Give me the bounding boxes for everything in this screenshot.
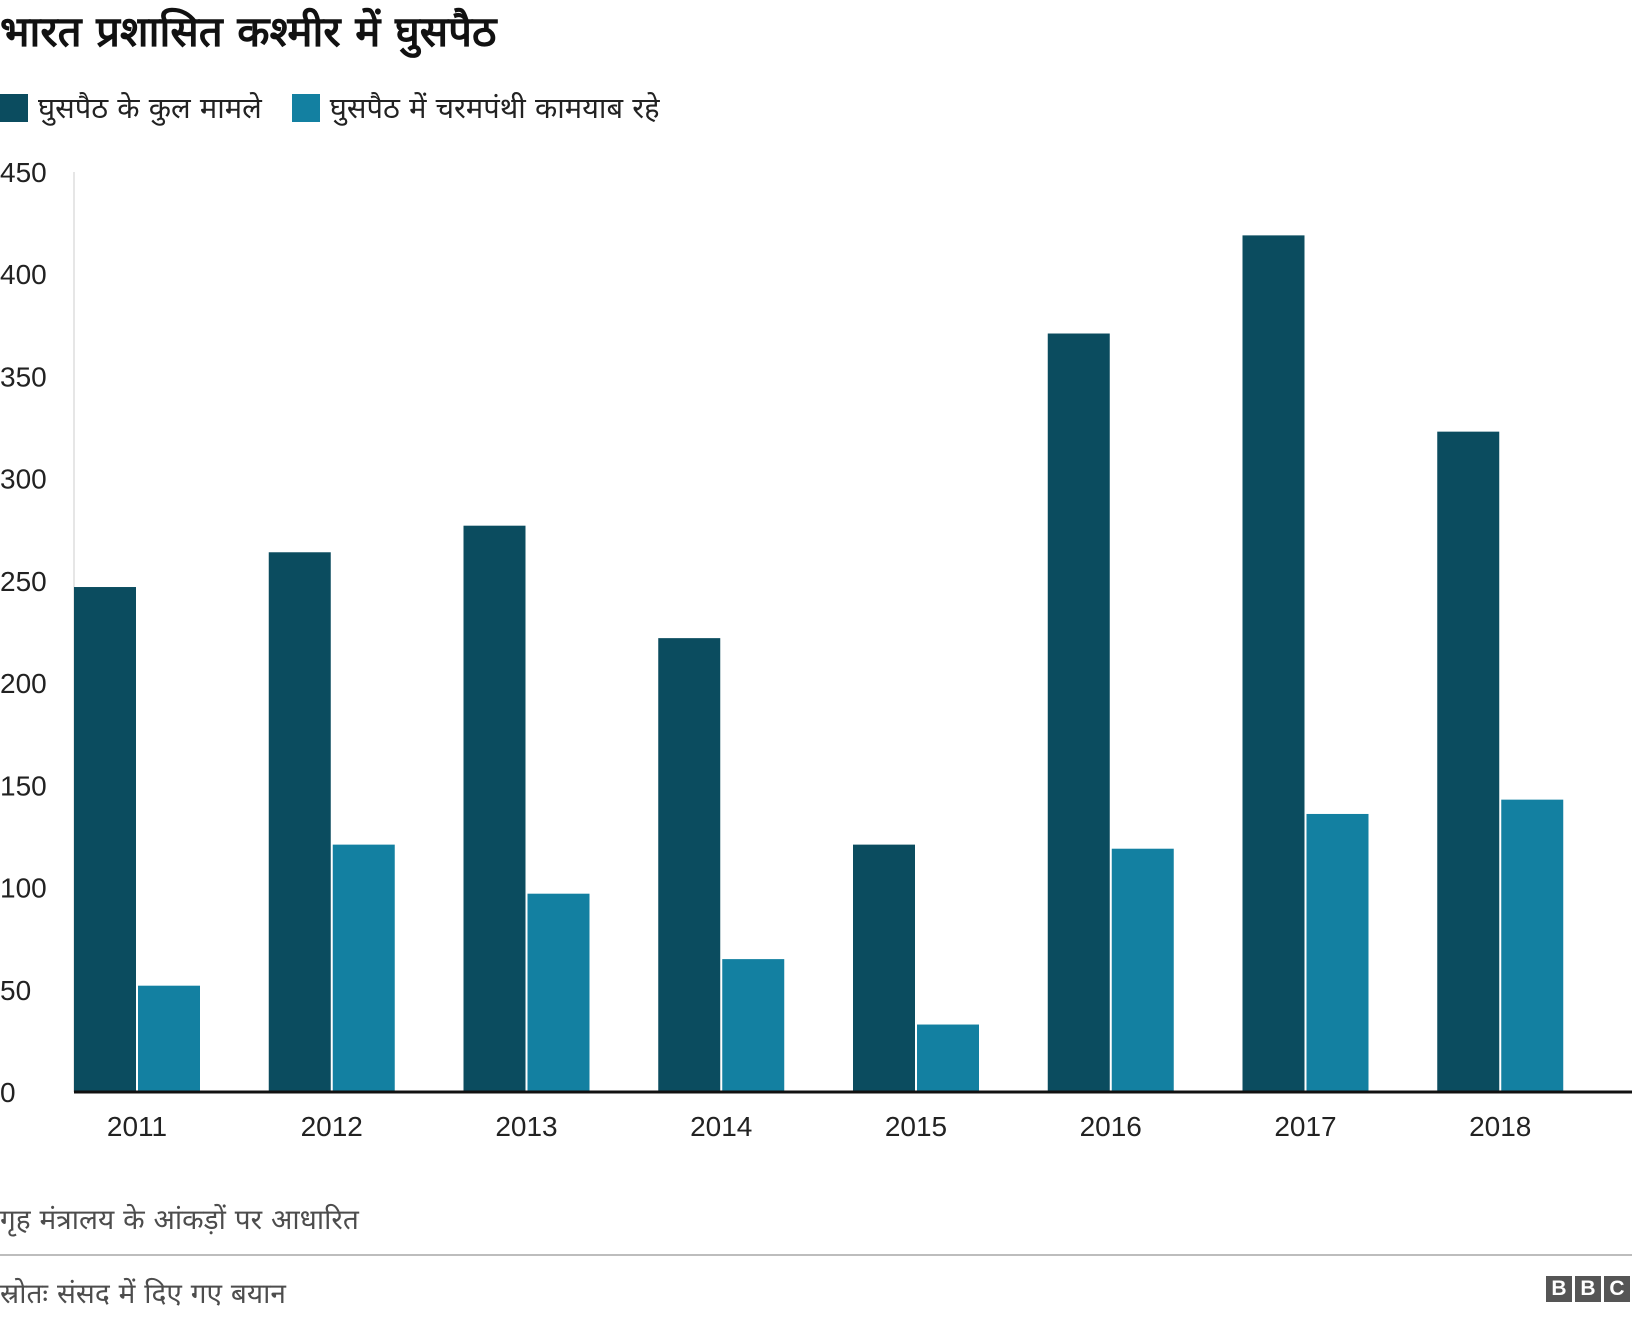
chart-footnote: गृह मंत्रालय के आंकड़ों पर आधारित bbox=[0, 1203, 359, 1236]
y-tick-label: 450 bbox=[0, 157, 47, 188]
chart-source: स्रोतः संसद में दिए गए बयान bbox=[0, 1277, 286, 1310]
bar-total-2011 bbox=[74, 587, 136, 1092]
y-tick-label: 350 bbox=[0, 361, 47, 392]
x-tick-label: 2016 bbox=[1080, 1111, 1142, 1142]
y-tick-label: 150 bbox=[0, 770, 47, 801]
legend-label-total: घुसपैठ के कुल मामले bbox=[38, 91, 262, 125]
footer-divider bbox=[0, 1254, 1632, 1256]
y-tick-label: 50 bbox=[0, 975, 31, 1006]
bar-successful-2014 bbox=[722, 959, 785, 1092]
x-tick-label: 2018 bbox=[1469, 1111, 1531, 1142]
legend-label-successful: घुसपैठ में चरमपंथी कामयाब रहे bbox=[329, 91, 660, 125]
legend-swatch-successful bbox=[291, 93, 320, 122]
bar-chart: 0 50 100 150 200 250 300 350 400 450 2011 2012 2013 2… bbox=[0, 157, 1632, 1142]
bbc-logo: B B C bbox=[1543, 1276, 1630, 1302]
bar-successful-2012 bbox=[332, 844, 395, 1092]
bar-total-2017 bbox=[1242, 235, 1305, 1092]
y-tick-label: 400 bbox=[0, 259, 47, 290]
bar-total-2014 bbox=[658, 638, 721, 1092]
x-tick-label: 2017 bbox=[1274, 1111, 1336, 1142]
x-tick-label: 2014 bbox=[690, 1111, 752, 1142]
y-tick-label: 300 bbox=[0, 464, 47, 495]
x-tick-label: 2011 bbox=[107, 1111, 167, 1142]
bar-total-2015 bbox=[853, 844, 915, 1092]
chart-title: भारत प्रशासित कश्मीर में घुसपैठ bbox=[0, 7, 497, 56]
y-tick-label: 250 bbox=[0, 566, 47, 597]
x-tick-label: 2015 bbox=[885, 1111, 947, 1142]
bbc-logo-letter-3: C bbox=[1604, 1276, 1630, 1302]
bar-successful-2013 bbox=[527, 893, 590, 1092]
bar-successful-2017 bbox=[1306, 813, 1369, 1092]
bar-total-2013 bbox=[463, 525, 526, 1092]
y-tick-label: 0 bbox=[0, 1077, 16, 1108]
y-tick-label: 200 bbox=[0, 668, 47, 699]
legend-swatch-total bbox=[0, 93, 28, 122]
bar-total-2016 bbox=[1047, 333, 1110, 1092]
legend-item-successful: घुसपैठ में चरमपंथी कामयाब रहे bbox=[291, 88, 660, 127]
x-tick-label: 2013 bbox=[495, 1111, 557, 1142]
bar-successful-2018 bbox=[1501, 799, 1564, 1092]
bar-total-2012 bbox=[268, 552, 331, 1092]
legend: घुसपैठ के कुल मामले घुसपैठ में चरमपंथी क… bbox=[0, 88, 689, 127]
bar-total-2018 bbox=[1437, 431, 1500, 1093]
bar-successful-2011 bbox=[138, 985, 200, 1092]
bbc-logo-letter-1: B bbox=[1546, 1276, 1572, 1302]
x-tick-label: 2012 bbox=[301, 1111, 363, 1142]
bar-successful-2015 bbox=[917, 1024, 979, 1092]
bar-successful-2016 bbox=[1111, 848, 1174, 1092]
legend-item-total: घुसपैठ के कुल मामले bbox=[0, 88, 262, 127]
bbc-logo-letter-2: B bbox=[1575, 1276, 1601, 1302]
y-tick-label: 100 bbox=[0, 873, 47, 904]
